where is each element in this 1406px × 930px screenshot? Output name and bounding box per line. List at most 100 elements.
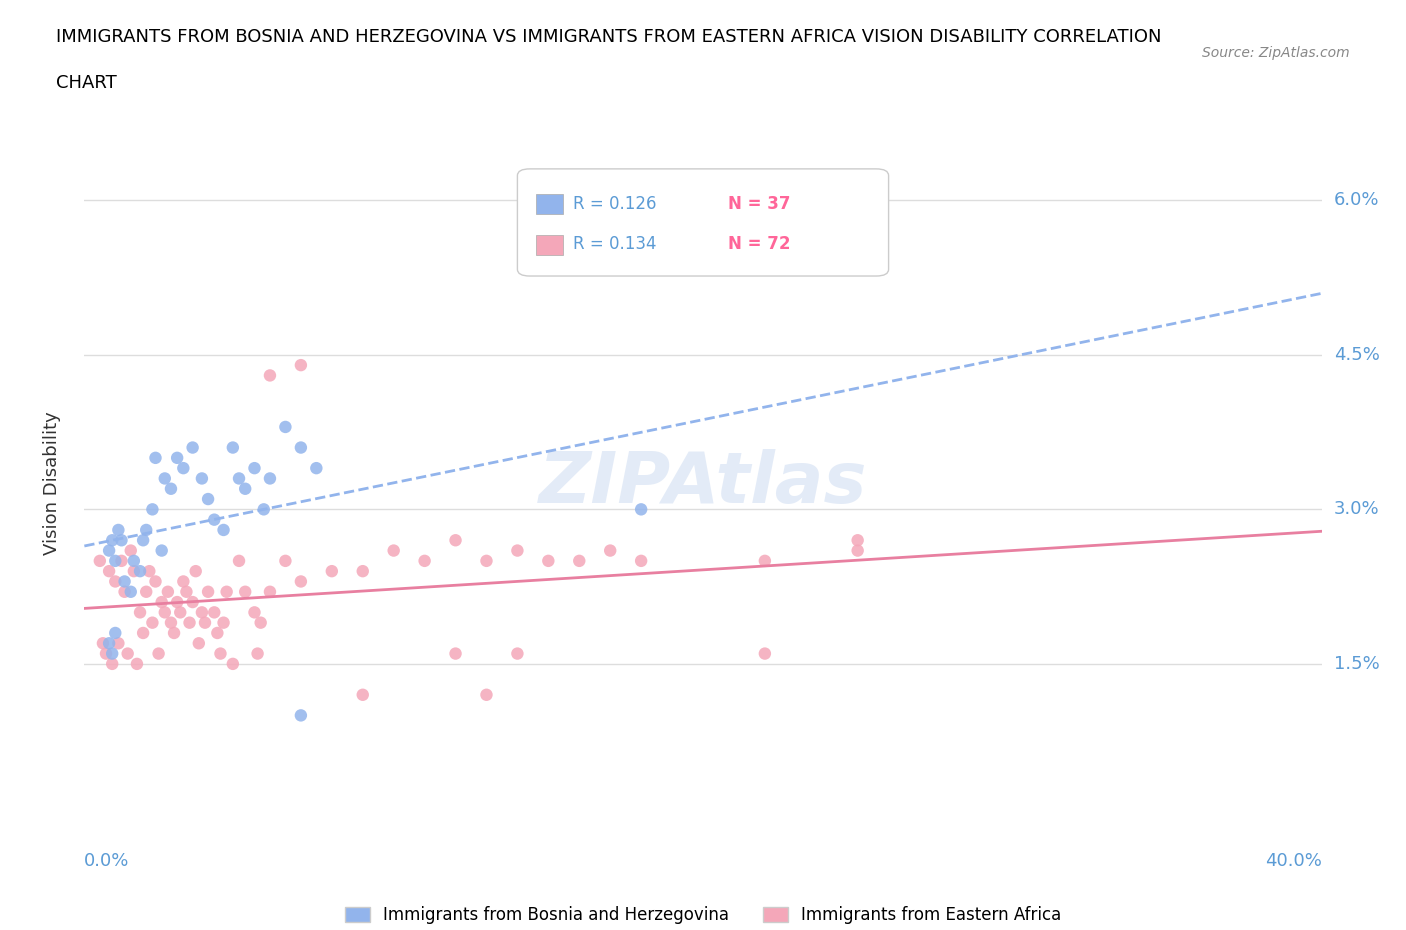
Immigrants from Eastern Africa [114, 584, 136, 599]
Immigrants from Eastern Africa [215, 584, 238, 599]
Immigrants from Eastern Africa [222, 657, 245, 671]
Immigrants from Eastern Africa [290, 358, 312, 373]
Immigrants from Bosnia and Herzegovina [107, 523, 129, 538]
Immigrants from Bosnia and Herzegovina [222, 440, 245, 455]
Immigrants from Bosnia and Herzegovina [141, 502, 163, 517]
Immigrants from Bosnia and Herzegovina [197, 492, 219, 507]
Immigrants from Eastern Africa [249, 616, 271, 631]
Immigrants from Bosnia and Herzegovina [110, 533, 132, 548]
Immigrants from Eastern Africa [191, 604, 214, 619]
Text: ZIPAtlas: ZIPAtlas [538, 449, 868, 518]
Immigrants from Eastern Africa [184, 564, 207, 578]
Immigrants from Eastern Africa [166, 594, 188, 609]
Immigrants from Eastern Africa [132, 626, 155, 641]
Immigrants from Eastern Africa [212, 616, 235, 631]
Immigrants from Bosnia and Herzegovina [181, 440, 204, 455]
Immigrants from Eastern Africa [444, 533, 467, 548]
Immigrants from Bosnia and Herzegovina [305, 460, 328, 475]
Immigrants from Eastern Africa [259, 584, 281, 599]
Immigrants from Bosnia and Herzegovina [101, 533, 124, 548]
Immigrants from Eastern Africa [141, 616, 163, 631]
Text: N = 72: N = 72 [728, 235, 790, 253]
Immigrants from Eastern Africa [156, 584, 179, 599]
Immigrants from Eastern Africa [135, 584, 157, 599]
Immigrants from Eastern Africa [169, 604, 191, 619]
Immigrants from Eastern Africa [246, 646, 269, 661]
Text: 4.5%: 4.5% [1334, 346, 1379, 364]
Immigrants from Eastern Africa [506, 646, 529, 661]
Immigrants from Eastern Africa [117, 646, 139, 661]
Immigrants from Eastern Africa [197, 584, 219, 599]
Immigrants from Bosnia and Herzegovina [166, 450, 188, 465]
Immigrants from Eastern Africa [179, 616, 201, 631]
Immigrants from Eastern Africa [444, 646, 467, 661]
Immigrants from Eastern Africa [94, 646, 117, 661]
Immigrants from Bosnia and Herzegovina [630, 502, 652, 517]
Text: IMMIGRANTS FROM BOSNIA AND HERZEGOVINA VS IMMIGRANTS FROM EASTERN AFRICA VISION : IMMIGRANTS FROM BOSNIA AND HERZEGOVINA V… [56, 28, 1161, 46]
Immigrants from Eastern Africa [630, 553, 652, 568]
Immigrants from Eastern Africa [846, 533, 869, 548]
Immigrants from Eastern Africa [382, 543, 405, 558]
Immigrants from Eastern Africa [89, 553, 111, 568]
Immigrants from Eastern Africa [107, 636, 129, 651]
Immigrants from Bosnia and Herzegovina [172, 460, 194, 475]
Immigrants from Bosnia and Herzegovina [212, 523, 235, 538]
Immigrants from Eastern Africa [846, 543, 869, 558]
Immigrants from Bosnia and Herzegovina [135, 523, 157, 538]
Immigrants from Bosnia and Herzegovina [233, 482, 256, 497]
Immigrants from Bosnia and Herzegovina [253, 502, 276, 517]
Immigrants from Bosnia and Herzegovina [150, 543, 173, 558]
Immigrants from Eastern Africa [352, 687, 374, 702]
Immigrants from Eastern Africa [233, 584, 256, 599]
Immigrants from Eastern Africa [352, 564, 374, 578]
Immigrants from Eastern Africa [98, 564, 121, 578]
Immigrants from Eastern Africa [209, 646, 232, 661]
Immigrants from Eastern Africa [207, 626, 229, 641]
Immigrants from Bosnia and Herzegovina [101, 646, 124, 661]
Immigrants from Eastern Africa [321, 564, 343, 578]
Immigrants from Bosnia and Herzegovina [132, 533, 155, 548]
Immigrants from Eastern Africa [568, 553, 591, 568]
Immigrants from Bosnia and Herzegovina [98, 543, 121, 558]
Immigrants from Bosnia and Herzegovina [98, 636, 121, 651]
Immigrants from Eastern Africa [181, 594, 204, 609]
Immigrants from Eastern Africa [148, 646, 170, 661]
Text: CHART: CHART [56, 74, 117, 92]
Immigrants from Bosnia and Herzegovina [243, 460, 266, 475]
Immigrants from Eastern Africa [91, 636, 114, 651]
Immigrants from Eastern Africa [187, 636, 209, 651]
Immigrants from Eastern Africa [120, 543, 142, 558]
FancyBboxPatch shape [536, 234, 564, 255]
Immigrants from Eastern Africa [506, 543, 529, 558]
Immigrants from Eastern Africa [153, 604, 176, 619]
Immigrants from Eastern Africa [160, 616, 183, 631]
Immigrants from Eastern Africa [163, 626, 186, 641]
Immigrants from Eastern Africa [537, 553, 560, 568]
Immigrants from Bosnia and Herzegovina [114, 574, 136, 589]
Immigrants from Eastern Africa [754, 553, 776, 568]
Immigrants from Bosnia and Herzegovina [120, 584, 142, 599]
Immigrants from Eastern Africa [290, 574, 312, 589]
Immigrants from Bosnia and Herzegovina [191, 471, 214, 485]
Immigrants from Bosnia and Herzegovina [290, 440, 312, 455]
Text: 3.0%: 3.0% [1334, 500, 1379, 518]
Text: 40.0%: 40.0% [1265, 852, 1322, 870]
Immigrants from Eastern Africa [150, 594, 173, 609]
Immigrants from Eastern Africa [754, 646, 776, 661]
Immigrants from Eastern Africa [125, 657, 148, 671]
Text: 1.5%: 1.5% [1334, 655, 1379, 673]
Text: Source: ZipAtlas.com: Source: ZipAtlas.com [1202, 46, 1350, 60]
Immigrants from Eastern Africa [228, 553, 250, 568]
Immigrants from Bosnia and Herzegovina [160, 482, 183, 497]
Immigrants from Eastern Africa [202, 604, 225, 619]
Immigrants from Eastern Africa [243, 604, 266, 619]
Immigrants from Eastern Africa [599, 543, 621, 558]
Text: 6.0%: 6.0% [1334, 192, 1379, 209]
Immigrants from Bosnia and Herzegovina [153, 471, 176, 485]
Immigrants from Eastern Africa [194, 616, 217, 631]
Immigrants from Bosnia and Herzegovina [104, 626, 127, 641]
Immigrants from Eastern Africa [176, 584, 198, 599]
Text: 0.0%: 0.0% [84, 852, 129, 870]
Immigrants from Bosnia and Herzegovina [274, 419, 297, 434]
Immigrants from Eastern Africa [413, 553, 436, 568]
